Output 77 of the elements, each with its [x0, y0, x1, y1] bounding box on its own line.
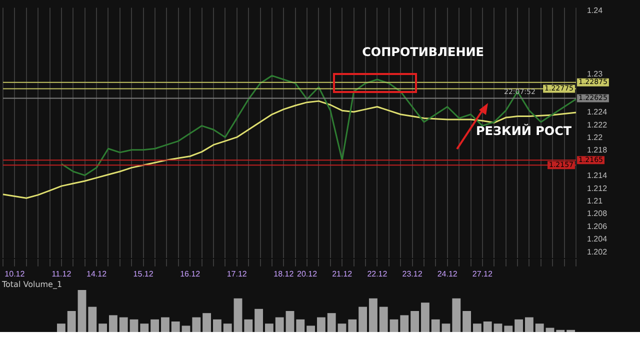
annotation: СОПРОТИВЛЕНИЕ: [362, 45, 484, 60]
x-tick-label: 18.12: [274, 269, 294, 278]
bar: [140, 324, 149, 332]
x-tick-label: 11.12: [52, 269, 72, 278]
bar: [275, 317, 284, 332]
x-tick-label: 14.12: [86, 269, 108, 278]
bar: [400, 315, 409, 332]
bar: [234, 298, 242, 332]
x-tick-label: 20.12: [297, 269, 318, 278]
bar: [420, 302, 430, 332]
bar: [244, 319, 253, 332]
y-tick-label: 1.206: [587, 222, 608, 231]
bar: [56, 324, 66, 332]
bar: [316, 317, 326, 332]
x-tick-label: 24.12: [437, 269, 458, 278]
bar: [379, 306, 388, 332]
bar: [88, 306, 97, 332]
bar: [212, 319, 222, 332]
bar: [202, 313, 212, 332]
bar: [192, 317, 201, 332]
bar: [223, 324, 232, 332]
y-tick-label: 1.222: [587, 120, 608, 130]
bar: [442, 324, 450, 332]
y-tick-label: 1.204: [587, 234, 608, 244]
bar: [171, 322, 180, 332]
bar: [472, 324, 482, 332]
y-tick-label: 1.214: [587, 171, 608, 180]
x-tick-label: 16.12: [180, 269, 201, 278]
bar: [483, 322, 492, 332]
bar: [254, 308, 264, 332]
bar: [494, 324, 502, 332]
bar: [160, 317, 170, 332]
bar: [504, 326, 513, 332]
bar: [264, 324, 274, 332]
y-tick-label: 1.218: [587, 146, 608, 155]
bar: [286, 311, 294, 332]
y-tick-label: 1.224: [587, 108, 608, 117]
bar: [150, 319, 160, 332]
bar: [327, 313, 336, 332]
x-tick-label: 22.12: [367, 269, 388, 278]
bar: [306, 326, 316, 332]
x-tick-label: 21.12: [332, 269, 353, 278]
bar: [462, 311, 472, 332]
y-tick-label: 1.212: [587, 184, 608, 193]
x-tick-label: 10.12: [4, 269, 26, 278]
bar: [514, 319, 524, 332]
y-tick-label: 1.21: [587, 196, 604, 206]
y-tick-label: 1.22: [587, 133, 604, 142]
y-tick-label: 1.24: [587, 6, 604, 16]
bar: [130, 319, 138, 332]
bar: [431, 319, 440, 332]
bar: [182, 326, 190, 332]
y-tick-label: 1.23: [587, 70, 604, 79]
x-tick-label: 17.12: [226, 269, 248, 278]
bar: [78, 290, 86, 332]
annotation: РЕЗКИЙ РОСТ: [476, 124, 572, 138]
bar: [524, 317, 534, 332]
bar: [410, 311, 420, 332]
x-tick-label: 27.12: [472, 269, 494, 278]
y-tick-label: 1.202: [587, 247, 608, 256]
bar: [368, 298, 378, 332]
x-tick-label: 23.12: [402, 269, 423, 278]
bar: [67, 311, 76, 332]
bar: [338, 324, 346, 332]
bar: [296, 319, 305, 332]
chart-title: Total Volume_1: [2, 280, 62, 289]
bar: [390, 319, 398, 332]
bar: [348, 319, 357, 332]
bar: [119, 317, 128, 332]
bar: [98, 324, 108, 332]
bar: [535, 324, 544, 332]
y-tick-label: 1.208: [587, 209, 608, 218]
bar: [358, 306, 368, 332]
bar: [546, 328, 554, 332]
x-tick-label: 15.12: [133, 269, 154, 278]
bar: [108, 315, 118, 332]
bar: [452, 298, 461, 332]
